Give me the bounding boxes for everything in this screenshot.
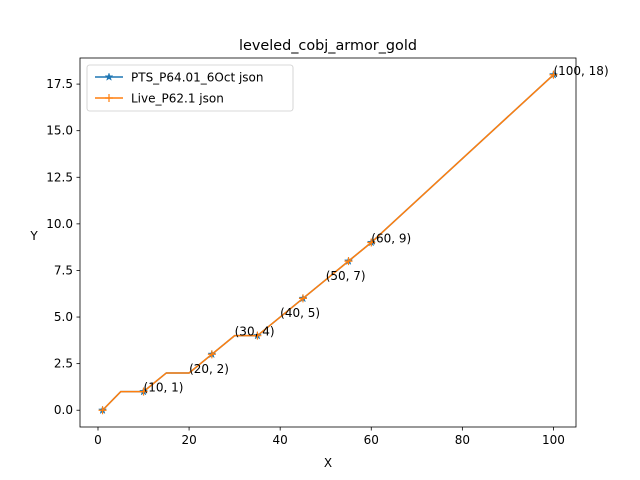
chart-title: leveled_cobj_armor_gold <box>239 38 417 54</box>
y-tick-label: 10.0 <box>46 217 73 231</box>
legend: PTS_P64.01_6Oct json Live_P62.1 json <box>86 64 294 112</box>
y-tick-label: 5.0 <box>54 310 73 324</box>
series-2-marker <box>98 406 107 415</box>
x-tick-label: 60 <box>364 433 379 447</box>
data-label: (100, 18) <box>553 64 608 78</box>
x-tick-label: 0 <box>94 433 102 447</box>
y-tick-label: 17.5 <box>46 77 73 91</box>
series-2-marker <box>298 294 307 303</box>
series-2-marker <box>139 387 148 396</box>
series-2-marker <box>549 70 558 79</box>
annotation-layer: (10, 1) (20, 2) (30, 4) (40, 5) (50, 7) (60, … <box>144 64 609 395</box>
legend-label-1: PTS_P64.01_6Oct json <box>131 71 264 85</box>
data-label: (50, 7) <box>326 269 366 283</box>
x-tick-label: 20 <box>181 433 196 447</box>
data-label: (10, 1) <box>144 381 184 395</box>
data-label: (20, 2) <box>189 362 229 376</box>
series-2-marker <box>344 257 353 266</box>
series-2-marker <box>367 238 376 247</box>
y-axis-label: Y <box>29 229 38 243</box>
legend-marker-1 <box>104 72 114 81</box>
x-tick-label: 80 <box>455 433 470 447</box>
x-axis-ticks: 0 20 40 60 80 100 <box>94 427 565 447</box>
x-tick-label: 40 <box>273 433 288 447</box>
y-tick-label: 2.5 <box>54 357 73 371</box>
y-tick-label: 7.5 <box>54 263 73 277</box>
series-layer <box>98 70 558 415</box>
data-label: (40, 5) <box>280 306 320 320</box>
data-label: (60, 9) <box>371 232 411 246</box>
x-tick-label: 100 <box>542 433 565 447</box>
y-axis-ticks: 0.0 2.5 5.0 7.5 10.0 12.5 15.0 17.5 <box>46 77 80 417</box>
legend-marker-2 <box>105 94 113 102</box>
y-tick-label: 0.0 <box>54 403 73 417</box>
data-label: (30, 4) <box>235 325 275 339</box>
y-tick-label: 15.0 <box>46 124 73 138</box>
legend-label-2: Live_P62.1 json <box>131 92 224 106</box>
series-2-marker <box>207 350 216 359</box>
x-axis-label: X <box>324 456 332 470</box>
series-2-marker <box>253 331 262 340</box>
plot-area-frame <box>79 57 577 428</box>
series-line-2 <box>102 74 554 411</box>
legend-box <box>86 64 294 112</box>
y-tick-label: 12.5 <box>46 170 73 184</box>
